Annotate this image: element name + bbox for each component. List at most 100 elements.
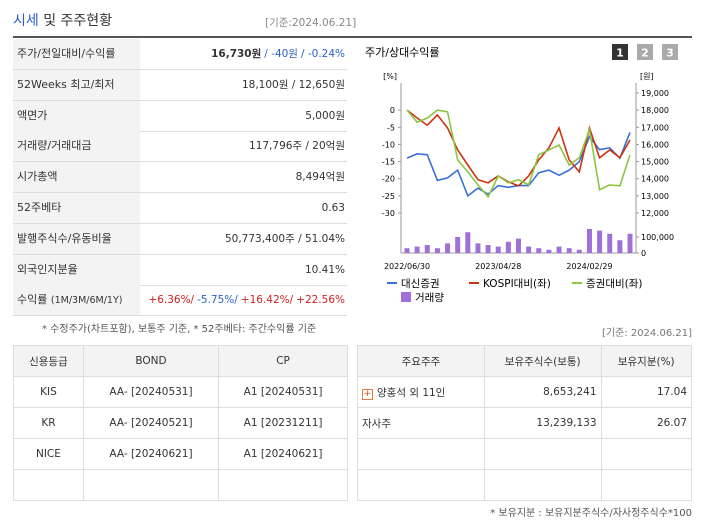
summary-row: 거래량/거래대금 117,796주 / 20억원 — [13, 131, 347, 163]
table-row: NICE AA- [20240621] A1 [20240621] — [13, 438, 348, 470]
cell-text: 양홍석 외 11인 — [377, 386, 446, 399]
header-cell: 보유지분(%) — [600, 345, 693, 377]
header-cell: CP — [218, 345, 348, 377]
cell-text: A1 [20240621] — [243, 448, 323, 460]
y-tick-label: -30 — [382, 209, 395, 218]
volume-bar — [556, 246, 562, 253]
cell-text: AA- [20240621] — [109, 448, 193, 460]
axis-unit: [원] — [640, 72, 654, 81]
cell: 17.04 — [600, 376, 693, 408]
volume-bar — [455, 237, 461, 253]
value: 117,796주 / 20억원 — [249, 140, 345, 153]
cell: AA- [20240521] — [82, 407, 220, 439]
volume-bar — [465, 232, 471, 253]
y2-tick-label: 17,000 — [641, 123, 669, 132]
cell-text: A1 [20231211] — [243, 417, 323, 429]
volume-bar — [445, 243, 451, 253]
volume-bar — [597, 230, 603, 253]
cell-text: 자사주 — [362, 417, 391, 430]
cell: 8,653,241 — [483, 376, 602, 408]
y2-tick-label: 14,000 — [641, 175, 669, 184]
section-title: 시세 및 주주현황 — [13, 10, 112, 30]
cell-text: AA- [20240531] — [109, 386, 193, 398]
page-button[interactable] — [662, 44, 678, 60]
cell: KR — [13, 407, 84, 439]
cell — [483, 438, 602, 470]
y2-tick-label: 19,000 — [641, 89, 669, 98]
cell: A1 [20240531] — [218, 376, 348, 408]
volume-bar — [566, 248, 572, 253]
value: 0.63 — [321, 202, 345, 214]
x-tick-label: 2022/06/30 — [384, 262, 430, 271]
cell-text: NICE — [35, 448, 61, 460]
page-button[interactable] — [612, 44, 628, 60]
note: * 수정주가(차트포함), 보통주 기준, * 52주베타: 주간수익률 기준 — [42, 324, 317, 335]
cell-text: AA- [20240521] — [109, 417, 193, 429]
value: -5.75%/ — [197, 294, 238, 307]
row-value: 5,000원 — [302, 101, 345, 131]
row-value: 16,730원 / -40원 / -0.24% — [208, 39, 345, 69]
chart-title: 주가/상대수익률 — [365, 46, 440, 59]
value: +6.36%/ — [148, 294, 195, 307]
row-value: 8,494억원 — [293, 162, 345, 192]
x-tick-label: 2024/02/29 — [566, 262, 612, 271]
volume-bar — [536, 248, 542, 253]
header-cell: 주요주주 — [357, 345, 485, 377]
button-label: 1 — [616, 47, 624, 60]
cell-text: 8,653,241 — [543, 386, 597, 398]
holders-table: 주요주주 보유주식수(보통) 보유지분(%) + 양홍석 외 11인 8,653,241 1… — [357, 345, 693, 501]
row-label: 거래량/거래대금 — [13, 131, 140, 162]
cell: A1 [20240621] — [218, 438, 348, 470]
label: 거래량/거래대금 — [17, 139, 92, 153]
volume-bar — [505, 241, 511, 253]
empty-row — [357, 438, 693, 470]
row-label: 주가/전일대비/수익률 — [13, 39, 140, 69]
volume-bar — [546, 249, 552, 253]
cell — [13, 469, 84, 501]
y-tick-label: -20 — [382, 175, 395, 184]
label-sub: (1M/3M/6M/1Y) — [50, 295, 123, 307]
value: 18,100원 / 12,650원 — [241, 78, 345, 91]
summary-row: 52Weeks 최고/최저 18,100원 / 12,650원 — [13, 69, 347, 101]
summary-row: 외국인지분율 10.41% — [13, 254, 347, 286]
row-label: 액면가 — [13, 100, 140, 131]
volume-bar — [414, 246, 420, 253]
volume-bar — [576, 249, 582, 253]
header-cell: 보유주식수(보통) — [483, 345, 602, 377]
top-rule — [13, 36, 692, 38]
summary-row: 52주베타 0.63 — [13, 193, 347, 224]
row-label: 52주베타 — [13, 193, 140, 223]
value: 8,494억원 — [295, 171, 345, 184]
header-row: 신용등급 BOND CP — [13, 345, 348, 377]
cell: 26.07 — [600, 407, 693, 439]
button-label: 2 — [641, 47, 649, 60]
page-button[interactable] — [637, 44, 653, 60]
volume-bar — [627, 233, 633, 253]
value: 16,730원 — [211, 48, 262, 60]
summary-row: 액면가 5,000원 — [13, 100, 347, 132]
cell — [218, 469, 348, 501]
volume-bar — [475, 243, 481, 253]
note: * 보유지분 : 보유지분주식수/자사정주식수*100 — [490, 508, 692, 519]
cell — [483, 469, 602, 501]
cell: 13,239,133 — [483, 407, 602, 439]
row-value: 10.41% — [302, 255, 345, 285]
axis-unit: [%] — [383, 72, 397, 81]
series-line — [406, 109, 631, 199]
cell: AA- [20240531] — [82, 376, 220, 408]
title-main: 시세 — [13, 13, 39, 29]
empty-row — [357, 469, 693, 501]
volume-bar — [424, 245, 430, 253]
y-tick-label: -15 — [382, 158, 395, 167]
label: 수익률 — [17, 293, 48, 307]
row-value: 0.63 — [319, 193, 345, 223]
button-label: 3 — [666, 47, 674, 60]
cell — [82, 469, 220, 501]
cell — [600, 469, 693, 501]
label: 주가/전일대비/수익률 — [17, 47, 116, 60]
cell-text: 13,239,133 — [536, 417, 597, 429]
volume-bar — [434, 248, 440, 253]
header-cell: BOND — [82, 345, 220, 377]
row-label: 수익률 (1M/3M/6M/1Y) — [13, 285, 140, 316]
table-row: KIS AA- [20240531] A1 [20240531] — [13, 376, 348, 408]
